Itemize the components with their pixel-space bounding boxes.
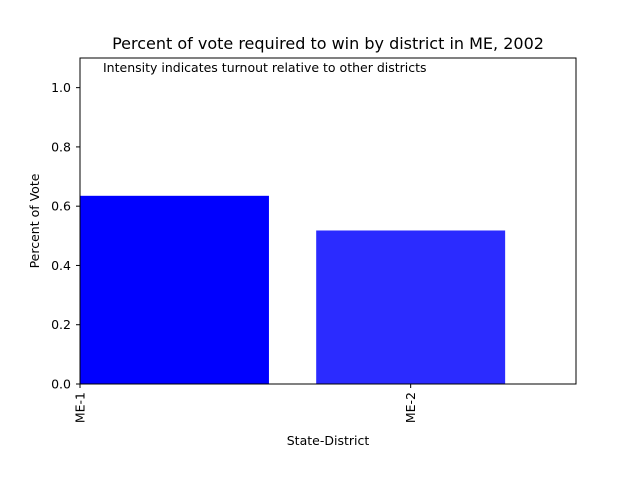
plot-frame (79, 57, 577, 385)
x-axis-label: State-District (287, 433, 370, 448)
y-tick-label: 0.0 (51, 377, 71, 392)
bar-me-2 (316, 230, 506, 384)
bar-me-1 (80, 195, 269, 384)
chart-annotation: Intensity indicates turnout relative to … (103, 60, 427, 75)
y-tick-label: 0.2 (51, 317, 71, 332)
bars-group (80, 195, 506, 384)
x-tick-label-me-2: ME-2 (403, 392, 418, 423)
y-tick-label: 0.8 (51, 139, 71, 154)
y-tick-label: 1.0 (51, 80, 71, 95)
x-tick-label-me-1: ME-1 (73, 392, 88, 423)
y-tick-label: 0.4 (51, 258, 71, 273)
y-axis-label: Percent of Vote (27, 173, 42, 268)
x-axis-ticks: ME-1 ME-2 (73, 384, 418, 423)
y-tick-label: 0.6 (51, 199, 71, 214)
chart-title: Percent of vote required to win by distr… (112, 34, 544, 53)
y-axis-ticks: 0.0 0.2 0.4 0.6 0.8 1.0 (51, 80, 80, 392)
